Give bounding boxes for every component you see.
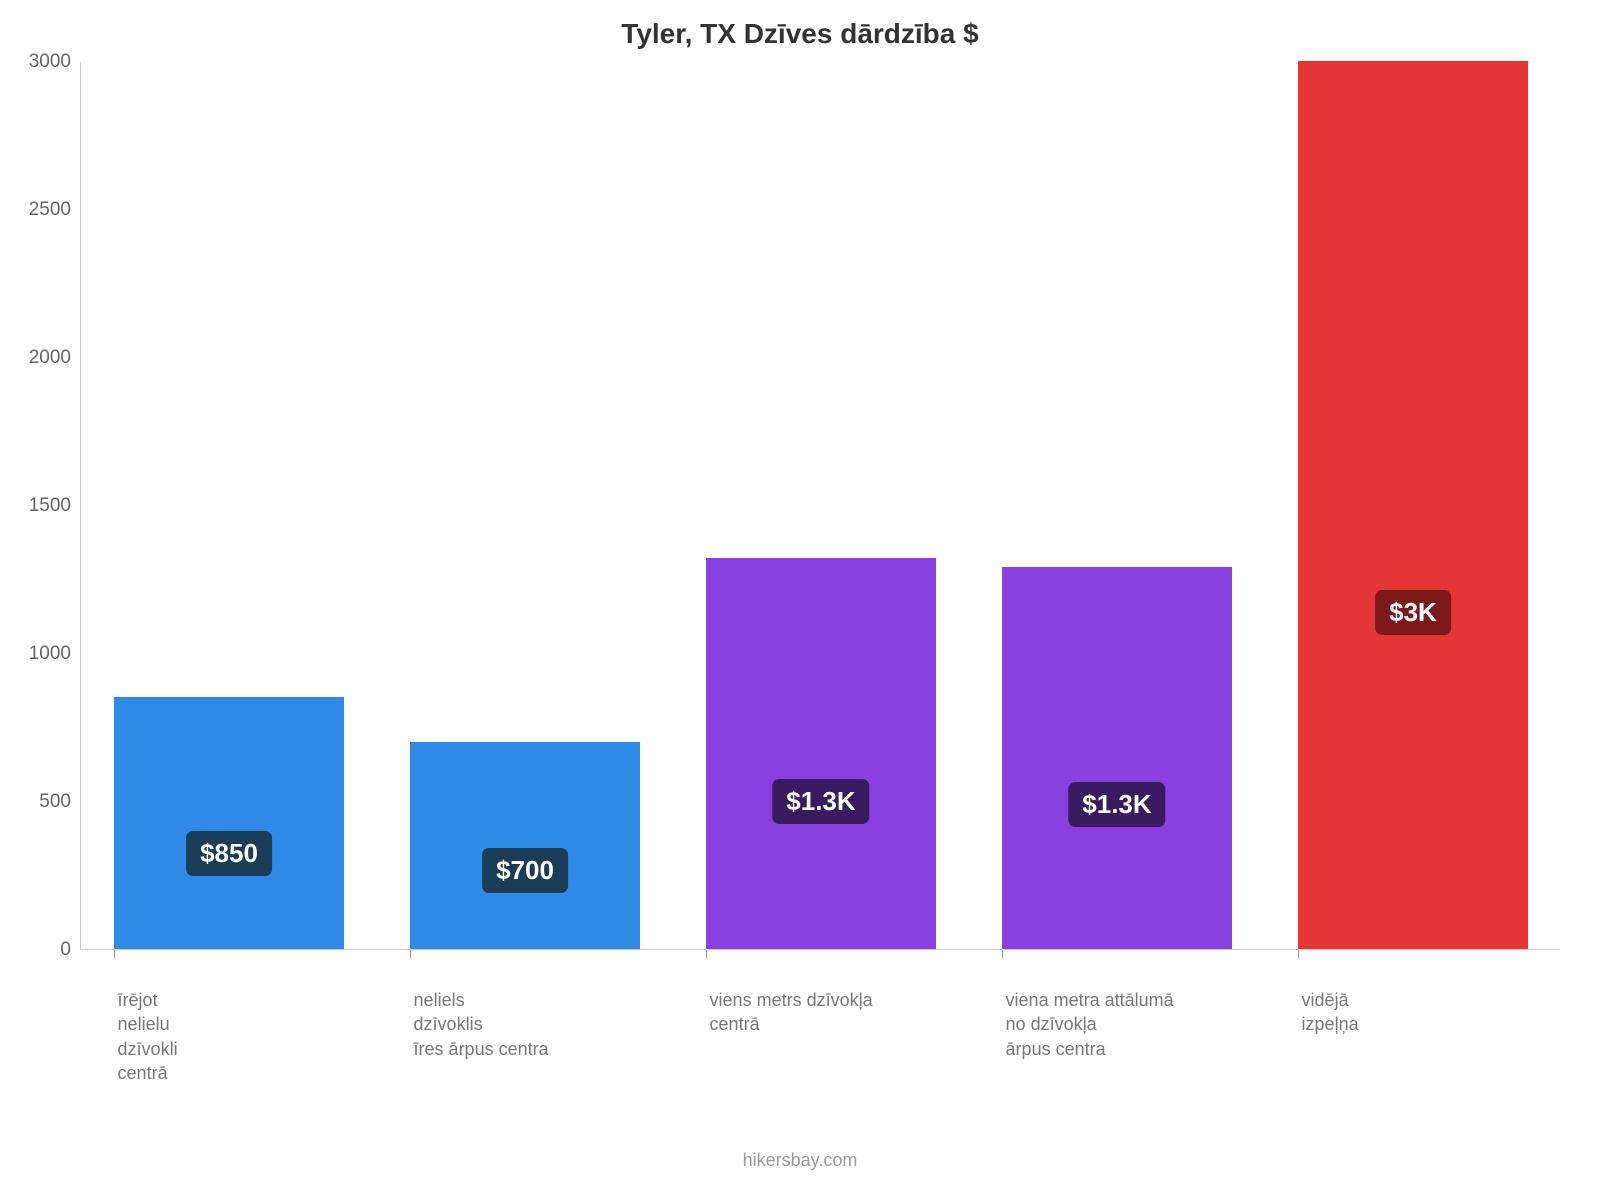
bar: $3K: [1298, 61, 1529, 949]
y-axis-tick: 2000: [29, 347, 81, 369]
bar: $700: [410, 742, 641, 949]
bar-value-label: $1.3K: [1068, 782, 1165, 827]
x-axis-tick: [1002, 950, 1003, 958]
y-axis-tick: 2500: [29, 199, 81, 221]
y-axis-tick: 3000: [29, 51, 81, 73]
x-axis-label: viena metra attālumā no dzīvokļa ārpus c…: [1006, 988, 1257, 1061]
x-axis-label: vidējā izpeļņa: [1302, 988, 1553, 1037]
chart-container: Tyler, TX Dzīves dārdzība $ 050010001500…: [0, 0, 1600, 1200]
chart-footer: hikersbay.com: [0, 1150, 1600, 1171]
plot-area: 050010001500200025003000$850īrējot nelie…: [80, 62, 1560, 950]
bar-value-label: $3K: [1375, 590, 1451, 635]
x-axis-tick: [410, 950, 411, 958]
y-axis-tick: 500: [39, 791, 81, 813]
bar: $1.3K: [1002, 567, 1233, 949]
x-axis-tick: [114, 950, 115, 958]
chart-title: Tyler, TX Dzīves dārdzība $: [0, 18, 1600, 50]
y-axis-tick: 1500: [29, 495, 81, 517]
x-axis-label: īrējot nelielu dzīvokli centrā: [118, 988, 369, 1085]
bar-value-label: $1.3K: [772, 779, 869, 824]
bar: $1.3K: [706, 558, 937, 949]
x-axis-tick: [1298, 950, 1299, 958]
bar: $850: [114, 697, 345, 949]
x-axis-tick: [706, 950, 707, 958]
x-axis-label: neliels dzīvoklis īres ārpus centra: [414, 988, 665, 1061]
bar-value-label: $700: [482, 848, 568, 893]
y-axis-tick: 0: [60, 939, 81, 961]
y-axis-tick: 1000: [29, 643, 81, 665]
x-axis-label: viens metrs dzīvokļa centrā: [710, 988, 961, 1037]
bar-value-label: $850: [186, 831, 272, 876]
